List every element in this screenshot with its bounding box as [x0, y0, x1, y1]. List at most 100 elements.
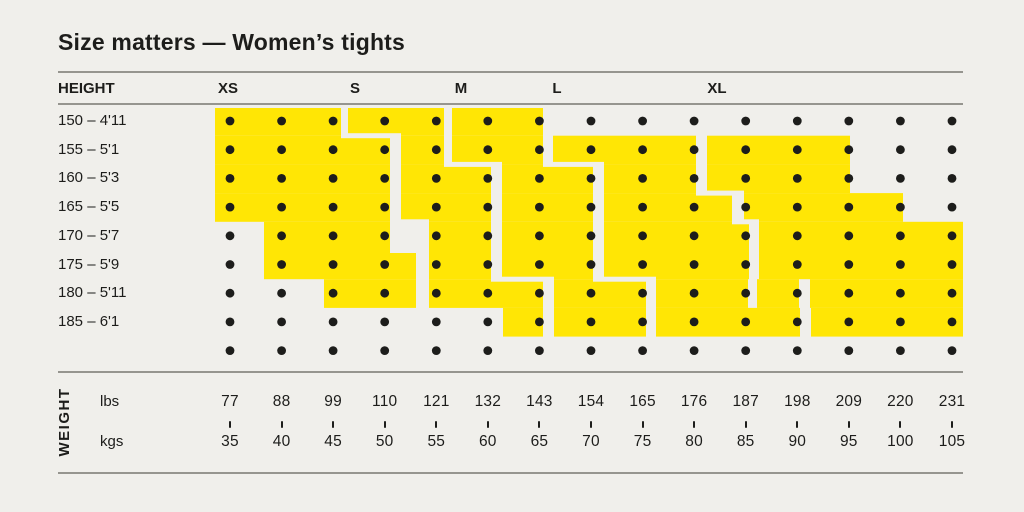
size-band-rect: [324, 279, 416, 308]
grid-dot: [638, 260, 647, 269]
size-header-m: M: [454, 80, 468, 97]
grid-dot: [844, 174, 854, 183]
weight-kgs-value: 65: [530, 433, 549, 450]
weight-tick-mark: [744, 420, 747, 428]
grid-dot: [947, 288, 957, 298]
band-gap-strip: [390, 248, 429, 253]
weight-lbs-value: 176: [680, 393, 708, 410]
grid-dot: [844, 346, 854, 355]
grid-dot: [741, 260, 751, 269]
grid-dot: [638, 145, 647, 155]
weight-lbs-value: 165: [629, 393, 656, 410]
weight-tick-mark: [332, 420, 335, 428]
grid-dot: [844, 145, 854, 155]
weight-tick-mark: [641, 420, 644, 428]
grid-dot: [277, 231, 286, 241]
size-band-rect: [452, 135, 543, 165]
grid-dot: [586, 346, 596, 355]
size-band-rect: [759, 250, 963, 280]
grid-dot: [328, 202, 338, 212]
size-header-xs: XS: [217, 80, 239, 97]
grid-dot: [431, 288, 441, 298]
grid-dot: [792, 260, 802, 269]
weight-tick-mark: [951, 420, 953, 428]
grid-dot: [380, 202, 390, 212]
size-header-s: S: [349, 80, 361, 97]
size-band-rect: [553, 135, 696, 165]
grid-dot: [483, 116, 493, 126]
grid-dot: [431, 116, 441, 126]
size-band-rect: [656, 307, 800, 337]
grid-dot: [483, 231, 493, 241]
size-band-rect: [810, 279, 963, 308]
weight-kgs-value: 55: [427, 433, 446, 450]
size-band-rect: [554, 307, 646, 337]
grid-dot: [689, 174, 699, 183]
size-band-rect: [757, 279, 799, 308]
grid-dot: [225, 174, 235, 183]
size-band-rect: [502, 250, 593, 280]
size-band-rect: [604, 221, 749, 251]
grid-dot: [483, 145, 493, 155]
grid-dot: [896, 145, 905, 155]
weight-kgs-value: 85: [736, 433, 755, 450]
height-label: 160 – 5'3: [58, 169, 120, 187]
grid-dot: [844, 202, 854, 212]
size-band-rect: [502, 193, 593, 222]
size-band-rect: [759, 221, 963, 251]
grid-dot: [689, 317, 699, 327]
page-title: Size matters — Women’s tights: [58, 29, 406, 55]
grid-dot: [947, 231, 957, 241]
weight-kgs-value: 35: [221, 433, 239, 450]
grid-dot: [483, 260, 493, 269]
grid-dot: [277, 202, 286, 212]
grid-dot: [535, 145, 544, 155]
size-band-rect: [264, 250, 416, 280]
lbs-unit-label: lbs: [100, 393, 120, 410]
grid-dot: [586, 145, 596, 155]
weight-kgs-value: 40: [272, 433, 291, 450]
grid-dot: [947, 116, 957, 126]
size-band-rect: [502, 164, 593, 194]
weight-kgs-value: 95: [839, 433, 858, 450]
weight-kgs-value: 50: [375, 433, 394, 450]
grid-dot: [741, 174, 751, 183]
size-band-rect: [604, 164, 696, 194]
grid-dot: [792, 202, 802, 212]
size-band-rect: [744, 193, 903, 222]
weight-tick-mark: [435, 420, 438, 428]
size-band-rect: [215, 164, 390, 194]
band-gap-strip: [593, 276, 656, 282]
weight-kgs-value: 70: [582, 433, 600, 450]
grid-dot: [225, 317, 235, 327]
weight-tick-mark: [538, 420, 541, 428]
grid-dot: [586, 174, 596, 183]
band-gap-strip: [732, 219, 759, 225]
weight-axis-label: WEIGHT: [56, 387, 73, 457]
grid-dot: [792, 317, 802, 327]
grid-dot: [277, 174, 286, 183]
grid-dot: [896, 346, 905, 355]
grid-dot: [225, 288, 235, 298]
weight-kgs-value: 75: [633, 433, 652, 450]
grid-dot: [380, 317, 390, 327]
weight-lbs-value: 198: [784, 393, 811, 410]
size-band-rect: [215, 135, 390, 165]
grid-dot: [586, 317, 596, 327]
size-band-rect: [707, 135, 850, 165]
band-gap-strip: [341, 133, 401, 139]
grid-dot: [792, 231, 802, 241]
grid-dot: [431, 145, 441, 155]
grid-dot: [947, 346, 957, 355]
grid-dot: [689, 145, 699, 155]
header-top-rule: [58, 71, 963, 73]
grid-dot: [380, 231, 390, 241]
grid-dot: [689, 288, 699, 298]
grid-dot: [638, 317, 647, 327]
grid-dot: [689, 202, 699, 212]
weight-lbs-value: 209: [835, 393, 863, 410]
weight-lbs-value: 132: [474, 393, 502, 410]
grid-dot: [896, 202, 905, 212]
grid-dot: [431, 260, 441, 269]
